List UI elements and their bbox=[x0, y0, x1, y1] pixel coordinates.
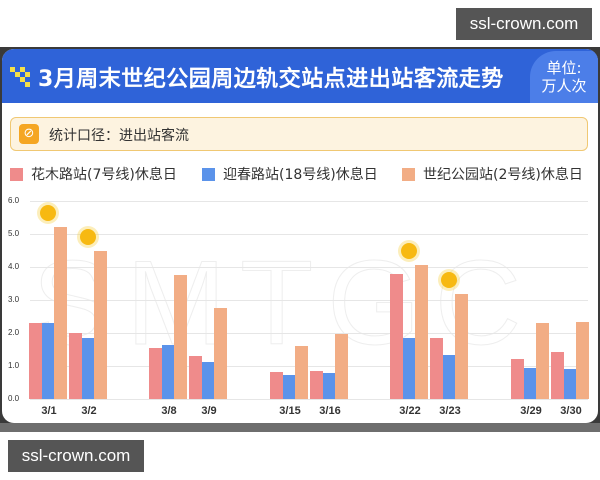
bar-0-3-9 bbox=[189, 356, 202, 399]
x-tick-label: 3/9 bbox=[201, 405, 217, 417]
bar-2-3-2 bbox=[94, 250, 107, 399]
bar-1-3-15 bbox=[282, 375, 295, 399]
sun-icon bbox=[401, 243, 417, 260]
bar-1-3-29 bbox=[523, 367, 536, 399]
unit-value: 万人次 bbox=[541, 77, 587, 95]
note-box: ⊘ 统计口径：进出站客流 bbox=[10, 117, 588, 151]
x-tick-label: 3/30 bbox=[560, 405, 582, 417]
bar-2-3-15 bbox=[295, 346, 308, 399]
bar-0-3-22 bbox=[390, 273, 403, 399]
x-tick-label: 3/2 bbox=[81, 405, 97, 417]
legend-label: 世纪公园站(2号线)休息日 bbox=[423, 167, 583, 183]
bar-1-3-22 bbox=[402, 337, 415, 399]
bar-chart: 0.0 1.0 2.0 3.0 4.0 5.0 6.0 3/1 3/2 3/8 3/9 3/15 3/1… bbox=[2, 189, 598, 423]
y-tick-label: 5.0 bbox=[8, 229, 20, 238]
x-tick-label: 3/22 bbox=[399, 405, 421, 417]
chart-title: 3月周末世纪公园周边轨交站点进出站客流走势 bbox=[38, 67, 504, 92]
header-bar: 3月周末世纪公园周边轨交站点进出站客流走势 单位: 万人次 bbox=[2, 49, 598, 103]
bar-1-3-1 bbox=[41, 323, 54, 399]
legend-swatch bbox=[202, 167, 215, 181]
y-tick-label: 6.0 bbox=[8, 196, 20, 205]
legend-item-huamu: 花木路站(7号线)休息日 bbox=[10, 164, 177, 184]
bar-2-3-9 bbox=[214, 308, 227, 399]
x-tick-label: 3/16 bbox=[319, 405, 341, 417]
y-tick-label: 4.0 bbox=[8, 262, 20, 271]
gridline bbox=[30, 366, 588, 367]
gridline bbox=[30, 399, 588, 400]
bar-0-3-8 bbox=[149, 347, 162, 399]
legend-item-yingchun: 迎春路站(18号线)休息日 bbox=[202, 164, 378, 184]
watermark-bottom: ssl-crown.com bbox=[8, 440, 144, 472]
gridline bbox=[30, 267, 588, 268]
pixel-block-icon bbox=[10, 67, 30, 87]
watermark-top: ssl-crown.com bbox=[456, 8, 592, 40]
bar-0-3-2 bbox=[69, 333, 82, 399]
y-tick-label: 0.0 bbox=[8, 394, 20, 403]
bar-2-3-16 bbox=[335, 333, 348, 399]
bar-0-3-23 bbox=[430, 337, 443, 399]
bar-1-3-30 bbox=[563, 369, 576, 399]
x-tick-label: 3/15 bbox=[279, 405, 301, 417]
legend-label: 迎春路站(18号线)休息日 bbox=[223, 167, 378, 183]
x-tick-label: 3/1 bbox=[41, 405, 57, 417]
link-icon: ⊘ bbox=[19, 124, 39, 144]
bar-2-3-1 bbox=[54, 227, 67, 399]
sun-icon bbox=[80, 228, 96, 245]
bar-1-3-9 bbox=[201, 362, 214, 399]
bar-0-3-30 bbox=[551, 352, 564, 399]
legend-swatch bbox=[10, 167, 23, 181]
bar-1-3-16 bbox=[322, 373, 335, 399]
bar-2-3-29 bbox=[536, 323, 549, 399]
unit-label: 单位: bbox=[546, 59, 582, 77]
bar-0-3-16 bbox=[310, 370, 323, 399]
gridline bbox=[30, 234, 588, 235]
legend-label: 花木路站(7号线)休息日 bbox=[31, 167, 177, 183]
x-tick-label: 3/23 bbox=[439, 405, 461, 417]
y-tick-label: 3.0 bbox=[8, 295, 20, 304]
bar-1-3-23 bbox=[442, 355, 455, 399]
bar-0-3-29 bbox=[511, 359, 524, 399]
bar-1-3-2 bbox=[81, 337, 94, 399]
gridline bbox=[30, 201, 588, 202]
chart-card: 3月周末世纪公园周边轨交站点进出站客流走势 单位: 万人次 ⊘ 统计口径：进出站… bbox=[2, 49, 598, 423]
bar-2-3-30 bbox=[576, 322, 589, 399]
y-tick-label: 1.0 bbox=[8, 361, 20, 370]
legend-swatch bbox=[402, 167, 415, 181]
x-tick-label: 3/29 bbox=[520, 405, 542, 417]
bar-0-3-1 bbox=[29, 323, 42, 399]
sun-icon bbox=[441, 272, 457, 289]
bar-2-3-23 bbox=[455, 294, 468, 399]
sun-icon bbox=[40, 205, 56, 222]
legend-item-shiji: 世纪公园站(2号线)休息日 bbox=[402, 164, 583, 184]
bottom-strip bbox=[0, 423, 600, 432]
bar-2-3-8 bbox=[174, 275, 187, 399]
note-text: 统计口径：进出站客流 bbox=[49, 128, 189, 144]
bar-2-3-22 bbox=[415, 265, 428, 399]
x-tick-label: 3/8 bbox=[161, 405, 177, 417]
bar-0-3-15 bbox=[270, 371, 283, 399]
y-tick-label: 2.0 bbox=[8, 328, 20, 337]
gridline bbox=[30, 333, 588, 334]
bar-1-3-8 bbox=[161, 344, 174, 399]
legend: 花木路站(7号线)休息日 迎春路站(18号线)休息日 世纪公园站(2号线)休息日 bbox=[10, 164, 590, 184]
unit-badge: 单位: 万人次 bbox=[530, 51, 598, 103]
gridline bbox=[30, 300, 588, 301]
